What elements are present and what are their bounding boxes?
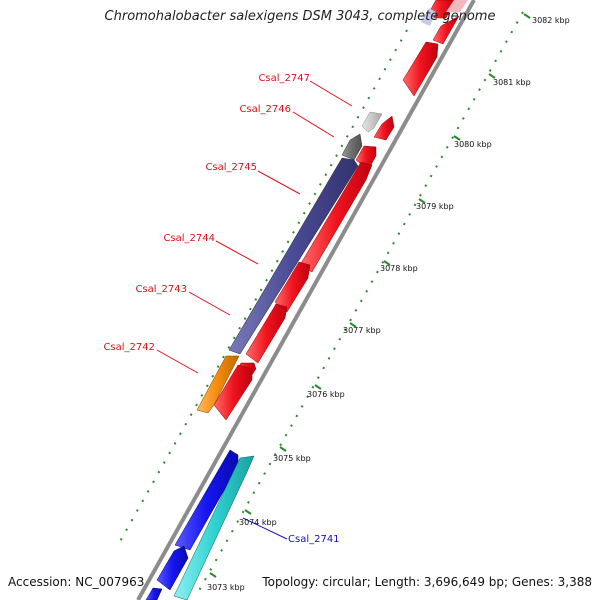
- cds-reverse-blue: [145, 587, 163, 600]
- cds-orange: [196, 355, 240, 414]
- gene-label-leaders: [156, 80, 353, 540]
- scale-tick-marks: [209, 13, 531, 578]
- scale-label: 3073 kbp: [207, 583, 245, 592]
- gene-label[interactable]: Csal_2741: [288, 534, 340, 545]
- scale-label: 3074 kbp: [239, 518, 277, 527]
- genome-summary-text: Topology: circular; Length: 3,696,649 bp…: [262, 575, 592, 589]
- cds-forward-arrow: [402, 41, 439, 97]
- gene-label[interactable]: Csal_2744: [163, 233, 215, 244]
- accession-text: Accession: NC_007963: [8, 575, 145, 589]
- scale-label: 3078 kbp: [380, 264, 418, 273]
- cds-forward-arrow: [373, 115, 395, 141]
- cds-forward-arrow: [245, 303, 288, 364]
- gene-label[interactable]: Csal_2742: [103, 342, 155, 353]
- genome-backbone: [136, 0, 476, 600]
- scale-label: 3080 kbp: [454, 140, 492, 149]
- gc-dotted-track-outer: [195, 11, 524, 597]
- cds-forward-arrow: [299, 161, 373, 273]
- scale-label: 3079 kbp: [416, 202, 454, 211]
- forward-cds-track: [213, 0, 468, 421]
- cds-grey: [341, 133, 363, 161]
- scale-label: 3077 kbp: [343, 326, 381, 335]
- scale-label: 3076 kbp: [307, 390, 345, 399]
- cds-forward-arrow: [213, 364, 253, 421]
- reverse-cds-track: [145, 8, 436, 600]
- scale-label: 3082 kbp: [532, 16, 570, 25]
- cds-forward-arrow: [432, 15, 460, 45]
- cds-reverse-blue: [174, 449, 239, 551]
- cds-reverse-blue: [156, 545, 189, 591]
- gene-label[interactable]: Csal_2745: [205, 162, 257, 173]
- cds-cyan: [173, 455, 255, 600]
- map-title: Chromohalobacter salexigens DSM 3043, co…: [104, 9, 496, 24]
- cds-forward-arrow: [446, 0, 468, 12]
- cds-reverse-slate: [228, 157, 359, 355]
- gene-label[interactable]: Csal_2743: [135, 284, 187, 295]
- scale-label: 3081 kbp: [493, 78, 531, 87]
- scale-label: 3075 kbp: [273, 454, 311, 463]
- cds-light-grey: [361, 111, 383, 133]
- cds-light-grey: [421, 8, 436, 26]
- gene-label[interactable]: Csal_2747: [258, 73, 310, 84]
- gene-label[interactable]: Csal_2746: [239, 104, 291, 115]
